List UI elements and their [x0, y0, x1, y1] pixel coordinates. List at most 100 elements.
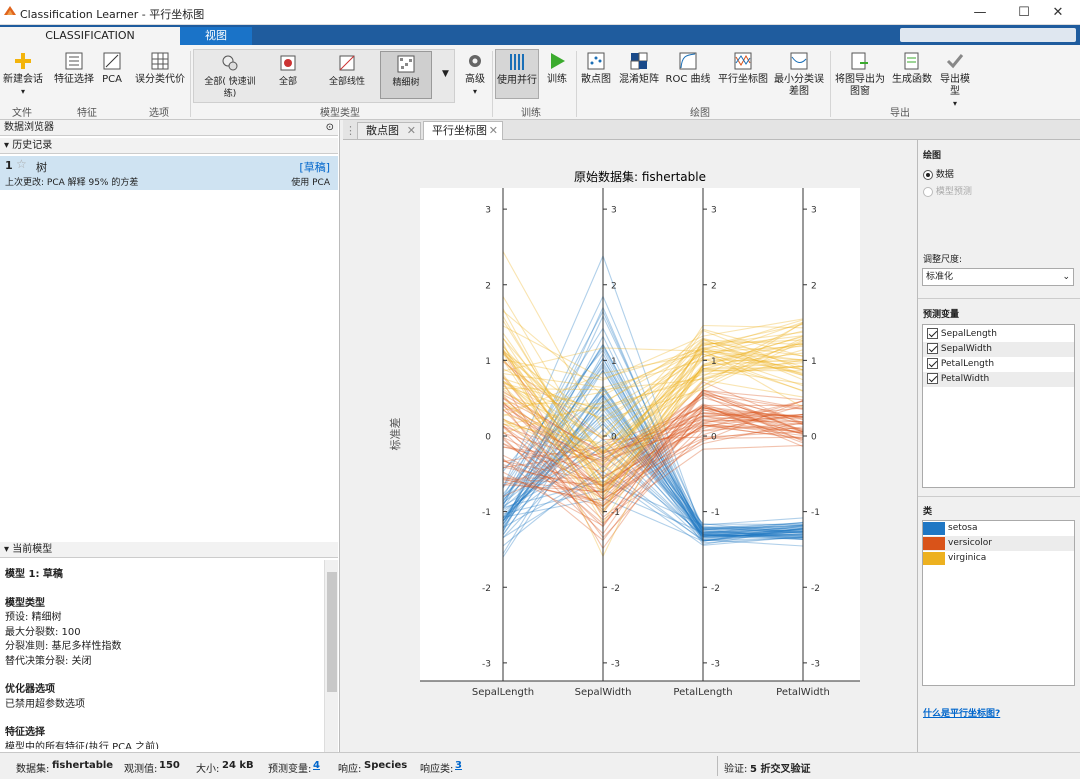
gallery-expand-button[interactable]: ▼ — [442, 69, 449, 79]
versicolor-line — [502, 404, 803, 507]
predictor-item[interactable]: PetalLength — [923, 357, 1074, 372]
tab-classification-learner[interactable]: CLASSIFICATION LEARNER — [0, 27, 180, 60]
roc-curve-button[interactable]: ROC 曲线 — [664, 51, 712, 86]
virginica-line — [502, 319, 804, 558]
advanced-button[interactable]: 高级 ▾ — [460, 51, 490, 98]
status-resp-classes-link[interactable]: 3 — [455, 760, 462, 771]
fine-tree-button[interactable]: 精细树 — [380, 51, 432, 99]
tab-parallel-coords[interactable]: 平行坐标图 ✕ — [423, 121, 503, 140]
collapse-icon: ▾ — [4, 544, 10, 555]
star-icon[interactable]: ☆ — [16, 157, 27, 171]
virginica-line — [502, 343, 804, 389]
class-name: versicolor — [948, 538, 992, 548]
all-linear-button[interactable]: 全部线性 — [318, 53, 376, 88]
virginica-line — [502, 338, 804, 438]
virginica-line — [502, 321, 804, 419]
data-lines — [502, 251, 804, 558]
current-model-header[interactable]: ▾ 当前模型 — [0, 542, 338, 558]
generate-function-button[interactable]: 生成函数 — [890, 51, 934, 86]
play-icon — [551, 53, 565, 69]
versicolor-line — [502, 395, 804, 493]
panel-menu-icon[interactable]: ⊙ — [325, 122, 334, 133]
versicolor-line — [502, 376, 804, 501]
versicolor-line — [502, 409, 804, 502]
versicolor-line — [502, 424, 804, 462]
setosa-line — [502, 414, 804, 529]
pca-status: 使用 PCA — [291, 178, 330, 188]
tick-label: 1 — [611, 357, 617, 367]
confusion-matrix-button[interactable]: 混淆矩阵 — [617, 51, 661, 86]
minimize-button[interactable]: — — [973, 5, 987, 20]
close-button[interactable]: ✕ — [1052, 5, 1064, 20]
tab-scatter[interactable]: 散点图 ✕ — [357, 122, 421, 140]
new-session-button[interactable]: 新建会话 ▾ — [2, 51, 44, 98]
axis-label: SepalWidth — [575, 687, 632, 698]
predictor-item[interactable]: SepalWidth — [923, 342, 1074, 357]
tick-label: -3 — [811, 659, 820, 669]
checkmark-icon — [946, 54, 964, 69]
predictor-item[interactable]: PetalWidth — [923, 372, 1074, 387]
close-icon[interactable]: ✕ — [406, 124, 416, 137]
tick-label: -2 — [811, 584, 820, 594]
title-bar: Classification Learner - 平行坐标图 — ☐ ✕ — [0, 0, 1080, 25]
setosa-line — [502, 369, 804, 541]
class-item[interactable]: versicolor — [923, 536, 1074, 551]
history-model-item[interactable]: 1 ☆ 树 [草稿] 上次更改: PCA 解释 95% 的方差 使用 PCA — [0, 156, 338, 190]
axis-label: PetalWidth — [776, 687, 830, 698]
versicolor-line — [502, 403, 804, 473]
train-button[interactable]: 训练 — [544, 51, 570, 86]
versicolor-line — [502, 416, 804, 468]
versicolor-line — [502, 407, 804, 490]
radio-selected-icon — [923, 169, 933, 180]
history-header[interactable]: ▾ 历史记录 — [0, 138, 338, 154]
checkbox-checked-icon[interactable] — [927, 373, 938, 384]
parallel-coords-button[interactable]: 平行坐标图 — [716, 51, 770, 86]
versicolor-line — [502, 413, 804, 462]
class-item[interactable]: setosa — [923, 521, 1074, 536]
roc-icon — [679, 52, 697, 70]
tick-label: 2 — [485, 281, 491, 291]
virginica-line — [502, 318, 804, 381]
all-models-button[interactable]: 全部 — [266, 53, 310, 88]
tick-label: 3 — [485, 206, 491, 216]
status-pred-link[interactable]: 4 — [313, 760, 320, 771]
gear-icon — [469, 55, 481, 67]
setosa-line — [502, 327, 804, 536]
checkbox-checked-icon[interactable] — [927, 328, 938, 339]
virginica-line — [502, 310, 804, 396]
tab-menu-icon[interactable]: ⋮ — [345, 124, 356, 137]
scatter-plot-button[interactable]: 散点图 — [579, 51, 613, 86]
virginica-line — [502, 323, 804, 474]
predictor-item[interactable]: SepalLength — [923, 327, 1074, 342]
virginica-line — [502, 367, 804, 459]
pca-button[interactable]: PCA — [98, 51, 126, 86]
virginica-line — [502, 338, 804, 454]
versicolor-line — [502, 425, 804, 521]
quick-access-toolbar[interactable] — [900, 28, 1076, 42]
tab-view[interactable]: 视图 — [180, 27, 252, 45]
virginica-line — [502, 365, 804, 411]
all-quick-train-button[interactable]: 全部( 快速训练) — [200, 53, 260, 100]
status-resp: Species — [364, 760, 408, 771]
virginica-line — [502, 351, 804, 486]
radio-data[interactable]: 数据 — [923, 167, 954, 180]
misclassification-cost-button[interactable]: 误分类代价 — [134, 51, 186, 86]
scale-dropdown[interactable]: 标准化 ⌄ — [922, 268, 1074, 286]
feature-selection-button[interactable]: 特征选择 — [52, 51, 96, 86]
close-icon[interactable]: ✕ — [488, 124, 498, 137]
summary-scrollbar[interactable] — [324, 560, 338, 752]
use-parallel-button[interactable]: 使用并行 — [495, 49, 539, 99]
class-item[interactable]: virginica — [923, 551, 1074, 566]
checkbox-checked-icon[interactable] — [927, 358, 938, 369]
tick-label: 3 — [711, 206, 717, 216]
maximize-button[interactable]: ☐ — [1018, 5, 1030, 20]
export-plot-button[interactable]: 将图导出为图窗 — [834, 51, 886, 98]
scrollbar-thumb[interactable] — [327, 572, 337, 692]
radio-model-prediction[interactable]: 模型预测 — [923, 184, 972, 197]
export-model-button[interactable]: 导出模型 ▾ — [936, 51, 974, 110]
setosa-line — [502, 480, 804, 526]
min-error-plot-button[interactable]: 最小分类误差图 — [773, 51, 825, 98]
checkbox-checked-icon[interactable] — [927, 343, 938, 354]
status-obs: 150 — [159, 760, 180, 771]
help-link[interactable]: 什么是平行坐标图? — [923, 709, 1001, 719]
